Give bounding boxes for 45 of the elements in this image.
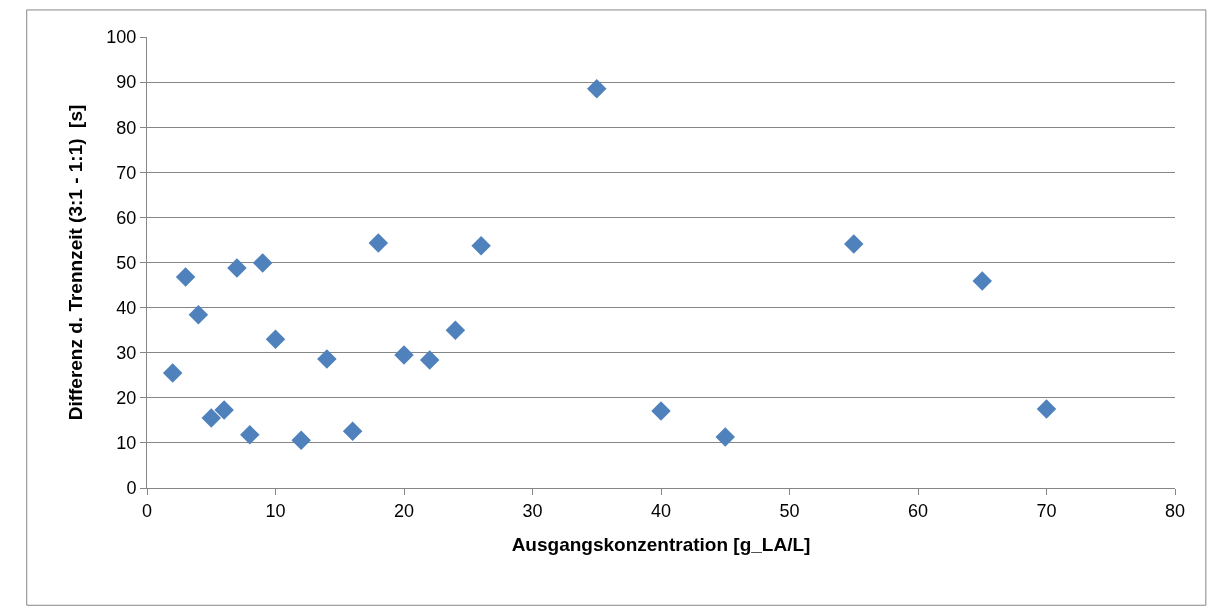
point bbox=[587, 79, 607, 99]
point bbox=[291, 430, 311, 450]
y-tick-label: 90 bbox=[116, 72, 137, 93]
point bbox=[1036, 399, 1057, 419]
point bbox=[240, 425, 260, 445]
point bbox=[162, 363, 183, 383]
x-tick-label: 40 bbox=[650, 500, 672, 521]
x-tick-label: 20 bbox=[393, 500, 415, 521]
y-tick-label: 20 bbox=[116, 388, 137, 409]
point bbox=[471, 236, 491, 256]
x-tick-label: 30 bbox=[522, 500, 543, 521]
point bbox=[368, 233, 389, 253]
point bbox=[188, 305, 209, 325]
point bbox=[972, 271, 992, 291]
x-tick-label: 80 bbox=[1164, 500, 1186, 521]
y-tick-label: 10 bbox=[116, 433, 137, 454]
point bbox=[715, 427, 735, 447]
y-tick-label: 0 bbox=[126, 478, 137, 499]
y-tick-label: 40 bbox=[116, 297, 137, 318]
point bbox=[342, 421, 363, 441]
x-tick-label: 10 bbox=[265, 500, 286, 521]
y-axis-title: Differenz d. Trennzeit (3:1 - 1:1) [s] bbox=[65, 104, 87, 421]
point bbox=[651, 401, 671, 421]
point bbox=[227, 258, 247, 278]
point bbox=[252, 253, 273, 273]
y-tick-label: 50 bbox=[116, 252, 137, 273]
x-tick-label: 70 bbox=[1036, 500, 1057, 521]
y-tick-label: 70 bbox=[116, 162, 137, 183]
point bbox=[201, 408, 221, 428]
point bbox=[419, 350, 440, 370]
y-tick-label: 80 bbox=[116, 117, 137, 138]
point bbox=[214, 400, 234, 420]
x-tick-label: 60 bbox=[907, 500, 929, 521]
y-tick-label: 30 bbox=[116, 343, 137, 363]
x-tick-label: 50 bbox=[779, 500, 800, 521]
x-tick-label: 0 bbox=[141, 500, 153, 521]
point bbox=[844, 234, 864, 254]
point bbox=[175, 267, 196, 287]
y-tick-label: 100 bbox=[106, 27, 137, 48]
point bbox=[445, 320, 466, 340]
y-tick-label: 60 bbox=[116, 207, 137, 228]
point bbox=[394, 345, 414, 365]
x-axis-title: Ausgangskonzentration [g_LA/L] bbox=[511, 534, 811, 556]
point bbox=[317, 349, 337, 369]
point bbox=[265, 329, 286, 349]
